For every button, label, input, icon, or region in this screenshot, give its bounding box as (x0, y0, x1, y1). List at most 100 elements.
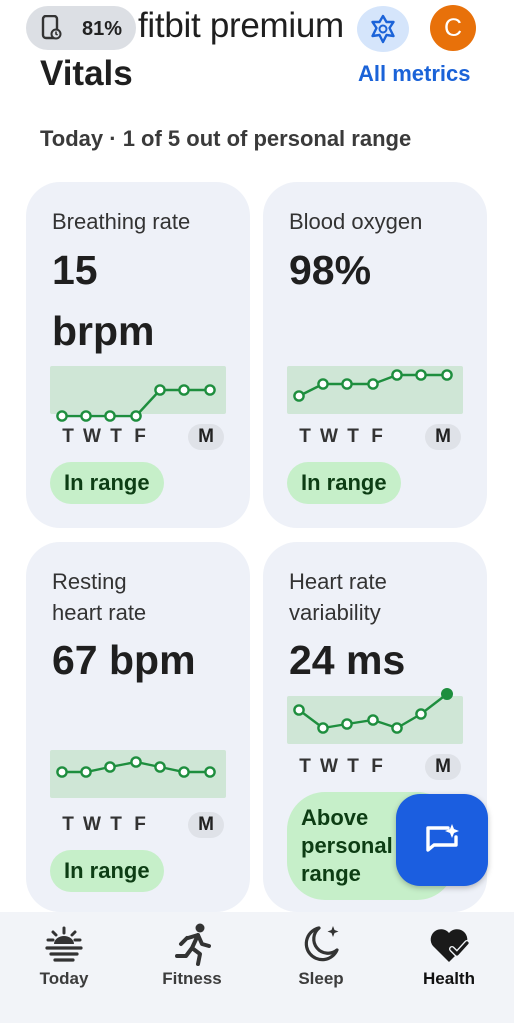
nav-sleep[interactable]: Sleep (257, 912, 385, 1023)
metric-value: 98% (289, 247, 372, 293)
status-line: Above (301, 805, 369, 830)
trend-point (130, 756, 142, 768)
trend-point (104, 761, 116, 773)
battery-percent: 81% (82, 18, 123, 40)
trend-chart (287, 688, 463, 744)
day-label: T (110, 814, 122, 835)
moon-stars-icon (304, 926, 339, 962)
trend-point (104, 410, 116, 422)
today-day-chip: M (188, 424, 224, 450)
nav-health[interactable]: Health (385, 912, 513, 1023)
nav-today[interactable]: Today (0, 912, 128, 1023)
vitals-summary: Today · 1 of 5 out of personal range (40, 126, 412, 151)
today-sun-icon (45, 926, 83, 962)
ai-coach-chat-button[interactable] (396, 794, 488, 886)
day-label: T (62, 814, 74, 835)
metric-name-line: Resting (52, 569, 127, 594)
day-label: T (347, 756, 359, 777)
bottom-navigation: Today Fitness Sleep Health (0, 912, 514, 1023)
today-day-chip: M (188, 812, 224, 838)
day-label: W (320, 756, 338, 777)
trend-point (317, 378, 329, 390)
trend-point (391, 369, 403, 381)
day-label: T (299, 756, 311, 777)
trend-point (293, 390, 305, 402)
trend-point-latest (441, 688, 453, 700)
day-label: F (371, 426, 383, 447)
metric-name-line: variability (289, 600, 381, 625)
day-label: F (371, 756, 383, 777)
page-title: Vitals (40, 54, 133, 93)
trend-point (317, 722, 329, 734)
trend-point (56, 410, 68, 422)
day-label: W (320, 426, 338, 447)
trend-point (441, 369, 453, 381)
trend-point (178, 766, 190, 778)
trend-point (154, 384, 166, 396)
metric-name: Heart rate variability (289, 566, 387, 628)
all-metrics-link[interactable]: All metrics (358, 61, 471, 86)
status-line: personal (301, 833, 393, 858)
trend-point (130, 410, 142, 422)
day-label: T (299, 426, 311, 447)
metric-value: 24 ms (289, 637, 406, 683)
status-badge: In range (50, 462, 164, 504)
trend-point (341, 378, 353, 390)
nav-label: Health (423, 969, 475, 988)
trend-point (341, 718, 353, 730)
trend-point (367, 714, 379, 726)
trend-point (178, 384, 190, 396)
day-label: F (134, 426, 146, 447)
today-day-chip: M (425, 754, 461, 780)
day-label: F (134, 814, 146, 835)
battery-indicator: 81% (26, 6, 136, 50)
metric-name: Blood oxygen (289, 209, 423, 234)
trend-chart (50, 750, 226, 798)
metric-name: Resting heart rate (52, 566, 146, 628)
trend-point (204, 384, 216, 396)
trend-point (56, 766, 68, 778)
nav-label: Sleep (298, 969, 344, 988)
trend-point (391, 722, 403, 734)
trend-chart (287, 366, 463, 414)
metric-name: Breathing rate (52, 209, 191, 234)
phone-battery-icon (41, 15, 62, 40)
trend-point (80, 410, 92, 422)
trend-point (415, 369, 427, 381)
status-line: range (301, 861, 361, 886)
app-brand-title: fitbit premium (138, 6, 344, 45)
metric-value: 67 bpm (52, 637, 196, 683)
nav-fitness[interactable]: Fitness (128, 912, 256, 1023)
day-label: T (347, 426, 359, 447)
metric-value: 15 brpm (52, 240, 155, 362)
day-label: T (62, 426, 74, 447)
trend-point (204, 766, 216, 778)
premium-badge-icon[interactable] (357, 6, 409, 52)
metric-name-line: Heart rate (289, 569, 387, 594)
status-badge: In range (287, 462, 401, 504)
day-label: W (83, 426, 101, 447)
nav-label: Fitness (162, 969, 222, 988)
today-day-chip: M (425, 424, 461, 450)
account-avatar[interactable]: C (430, 5, 476, 51)
trend-point (154, 761, 166, 773)
trend-point (293, 704, 305, 716)
trend-point (367, 378, 379, 390)
metric-value-number: 15 (52, 247, 98, 293)
premium-star-icon (371, 14, 395, 44)
trend-chart (50, 366, 226, 422)
top-app-bar: 81% fitbit premium C (0, 0, 514, 62)
metric-name-line: heart rate (52, 600, 147, 625)
runner-icon (175, 923, 211, 966)
day-label: T (110, 426, 122, 447)
metric-value-unit: brpm (52, 308, 155, 354)
trend-point (80, 766, 92, 778)
